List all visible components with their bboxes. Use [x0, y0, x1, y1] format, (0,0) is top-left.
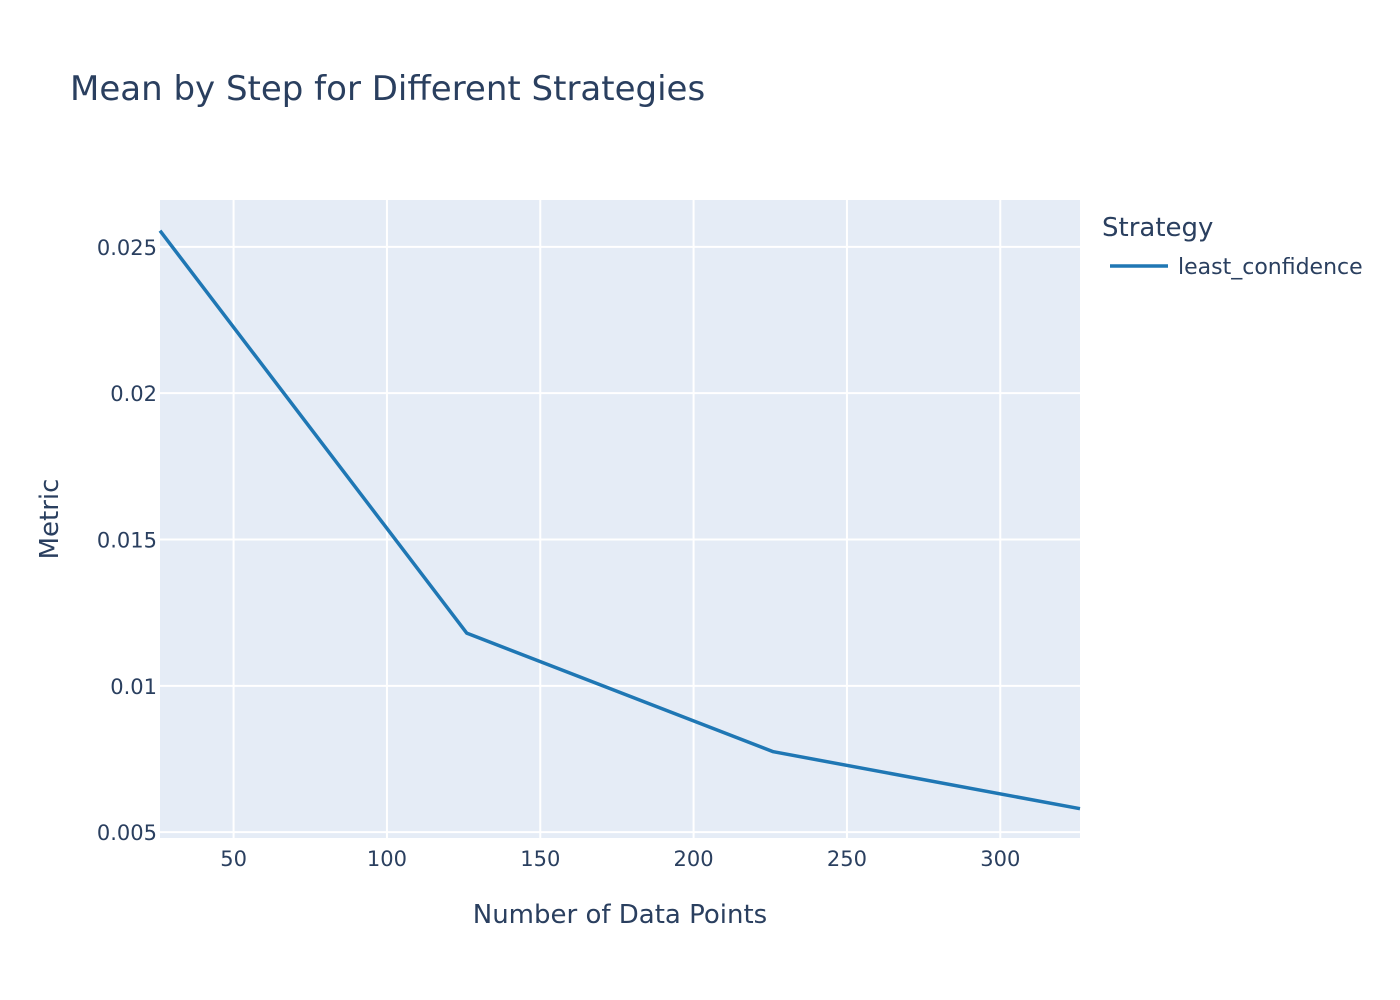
- legend-item-label[interactable]: least_confidence: [1178, 255, 1363, 280]
- legend-items: least_confidence: [1110, 255, 1363, 280]
- x-tick-label: 200: [674, 847, 714, 871]
- x-tick-label: 250: [827, 847, 867, 871]
- x-tick-label: 150: [520, 847, 560, 871]
- series-line-least_confidence: [158, 229, 1081, 811]
- y-tick-label: 0.02: [110, 382, 157, 406]
- chart-title: Mean by Step for Different Strategies: [70, 69, 705, 109]
- y-tick-label: 0.005: [97, 821, 157, 845]
- plot-area: [160, 200, 1080, 838]
- y-axis-title: Metric: [35, 479, 65, 560]
- grid-lines: [160, 200, 1080, 838]
- y-axis-ticks: 0.005 0.01 0.015 0.02 0.025: [97, 236, 157, 845]
- x-axis-title: Number of Data Points: [473, 900, 767, 930]
- y-tick-label: 0.025: [97, 236, 157, 260]
- y-tick-label: 0.015: [97, 528, 157, 552]
- x-tick-label: 300: [980, 847, 1020, 871]
- legend[interactable]: Strategy least_confidence: [1102, 213, 1363, 280]
- x-axis-ticks: 50 100 150 200 250 300: [220, 847, 1020, 871]
- series-layer: [158, 229, 1081, 811]
- x-tick-label: 100: [367, 847, 407, 871]
- legend-title: Strategy: [1102, 213, 1213, 243]
- x-tick-label: 50: [220, 847, 247, 871]
- y-tick-label: 0.01: [110, 675, 157, 699]
